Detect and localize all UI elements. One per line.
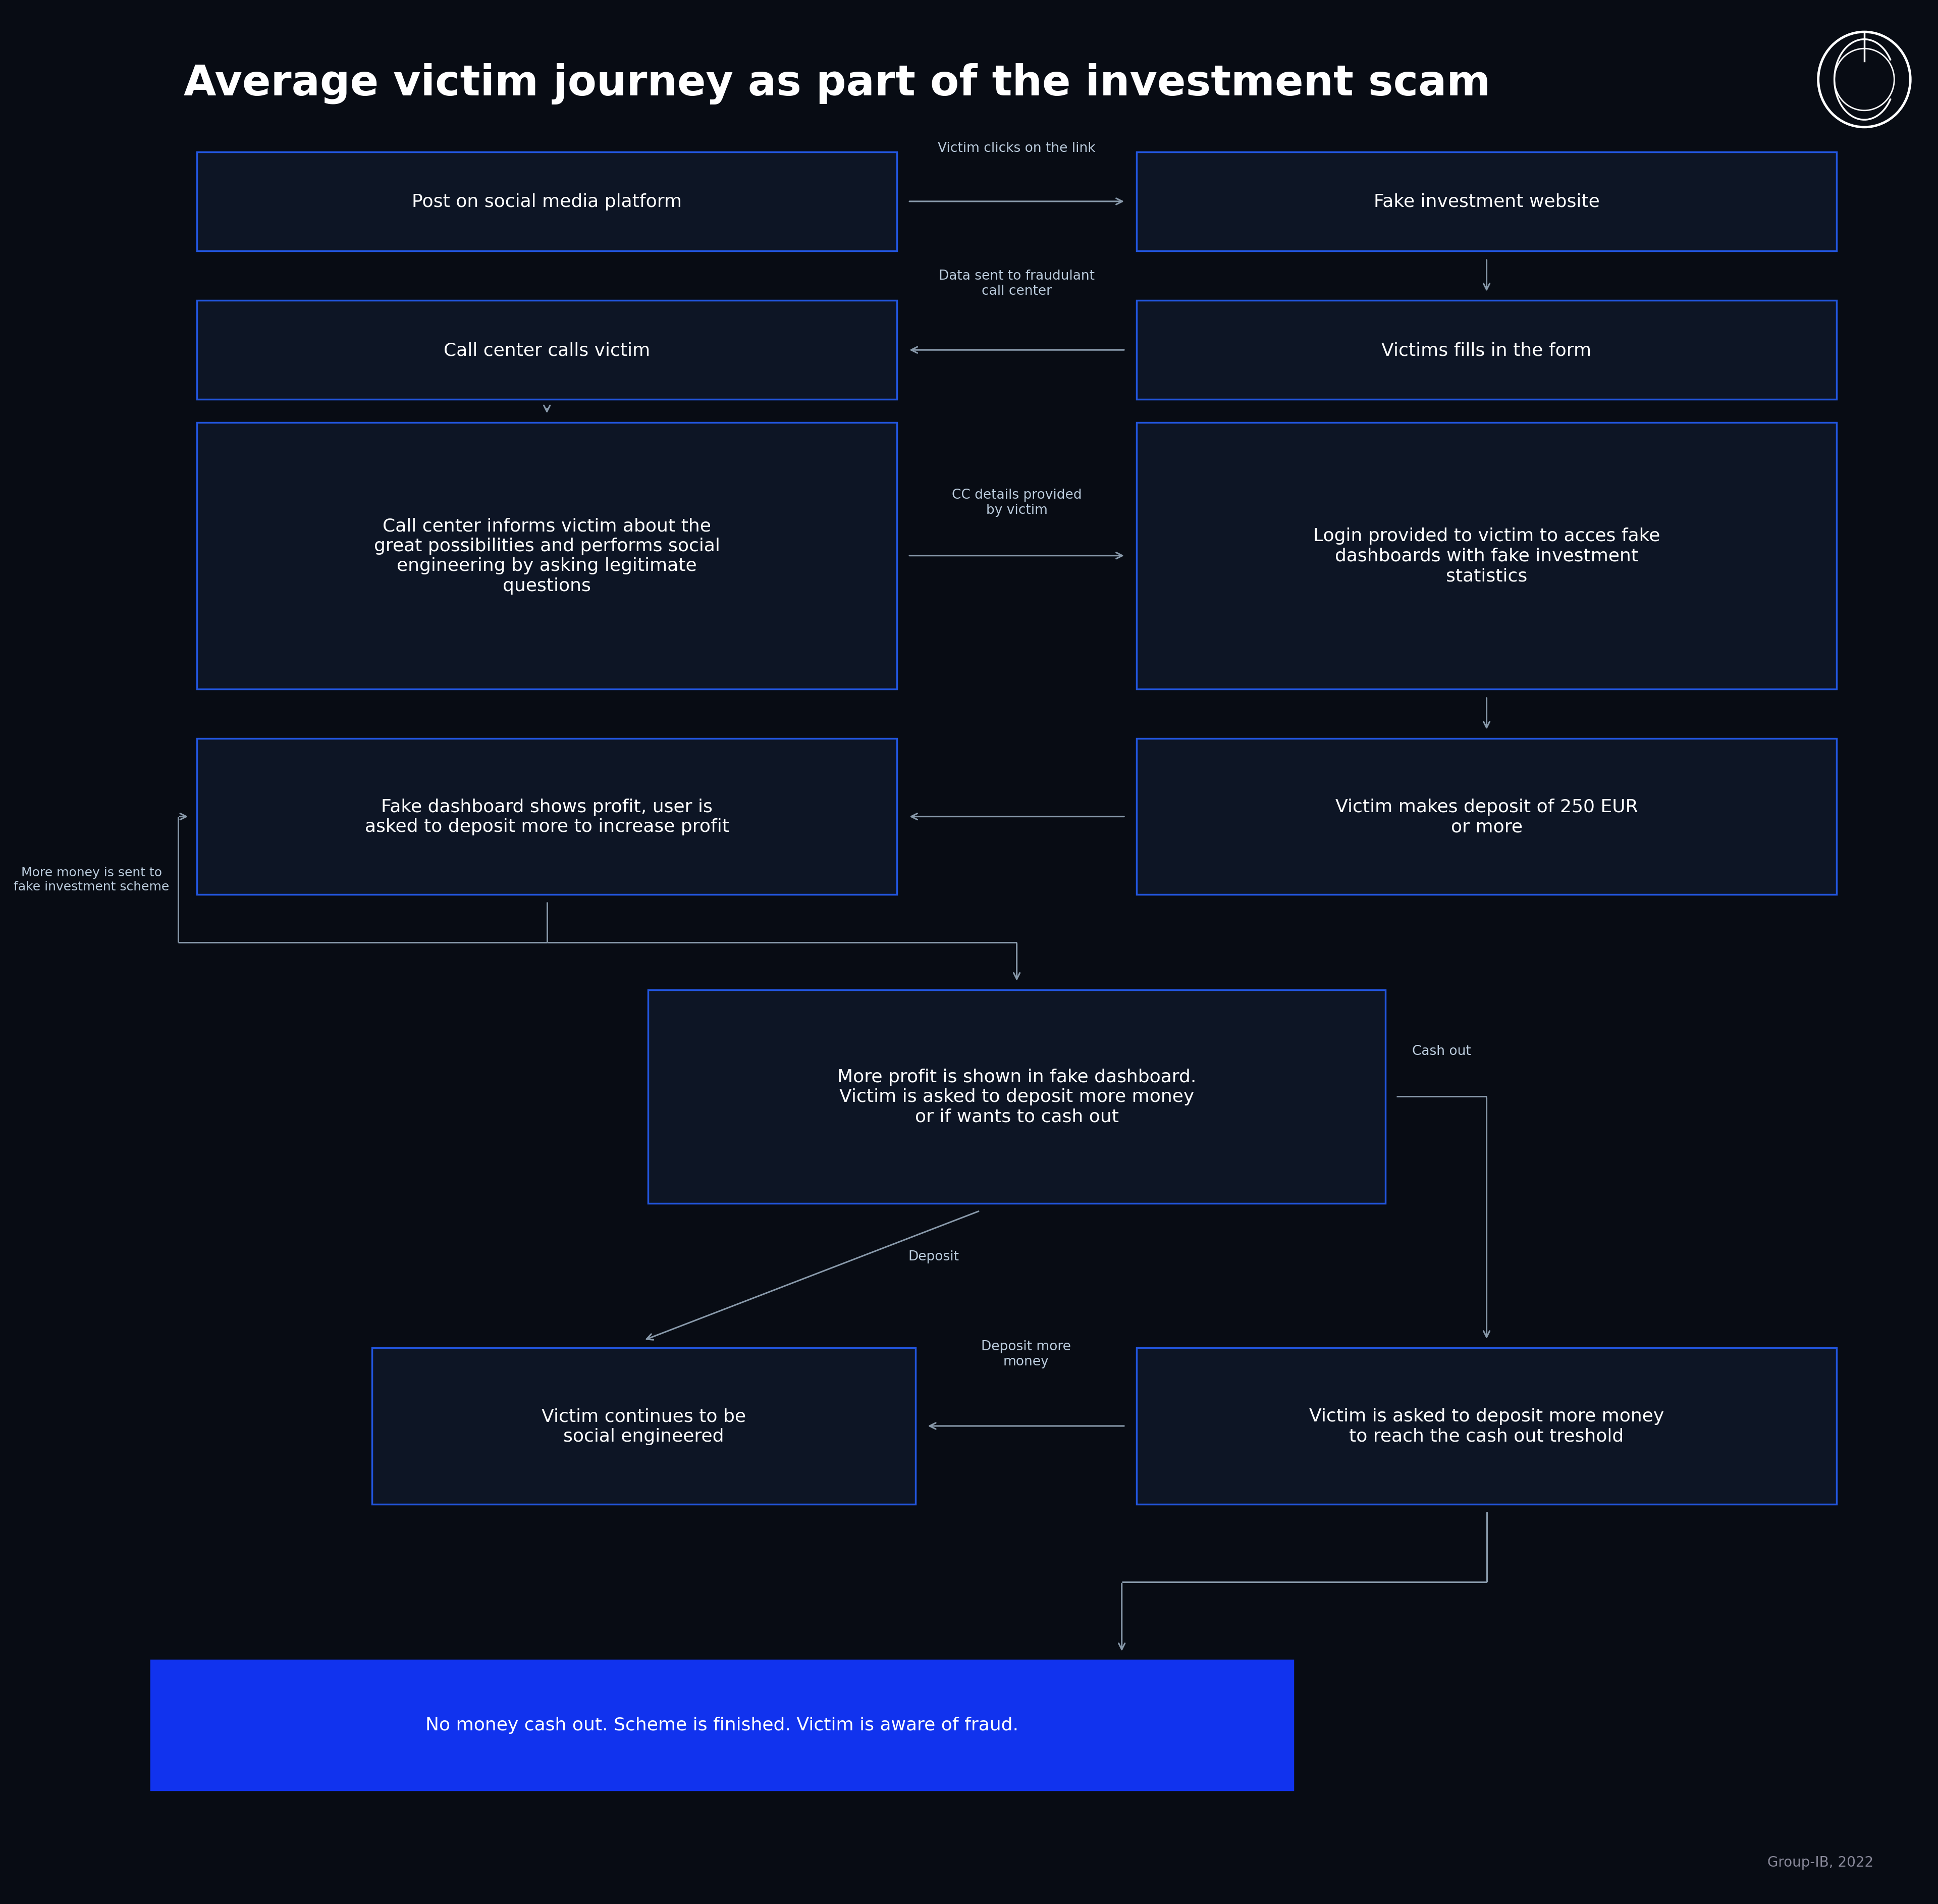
Text: Deposit: Deposit <box>909 1251 959 1262</box>
Bar <box>647 990 1386 1203</box>
Bar <box>1136 739 1837 895</box>
Text: CC details provided
by victim: CC details provided by victim <box>952 489 1081 516</box>
Bar <box>198 739 897 895</box>
Text: Victim is asked to deposit more money
to reach the cash out treshold: Victim is asked to deposit more money to… <box>1310 1407 1665 1445</box>
Text: Victim makes deposit of 250 EUR
or more: Victim makes deposit of 250 EUR or more <box>1335 798 1638 836</box>
Bar <box>198 423 897 689</box>
Text: More money is sent to
fake investment scheme: More money is sent to fake investment sc… <box>14 866 169 893</box>
Text: Data sent to fraudulant
call center: Data sent to fraudulant call center <box>938 270 1095 297</box>
Text: Call center calls victim: Call center calls victim <box>444 341 649 360</box>
Text: Victim continues to be
social engineered: Victim continues to be social engineered <box>541 1407 746 1445</box>
Text: Fake investment website: Fake investment website <box>1374 192 1599 211</box>
Text: Fake dashboard shows profit, user is
asked to deposit more to increase profit: Fake dashboard shows profit, user is ask… <box>364 798 729 836</box>
Text: Group-IB, 2022: Group-IB, 2022 <box>1767 1854 1874 1870</box>
Bar <box>1136 1348 1837 1504</box>
Text: Post on social media platform: Post on social media platform <box>413 192 682 211</box>
Bar <box>372 1348 915 1504</box>
Text: Victim clicks on the link: Victim clicks on the link <box>938 143 1095 154</box>
Bar <box>1136 152 1837 251</box>
Text: Victims fills in the form: Victims fills in the form <box>1382 341 1591 360</box>
Bar <box>1136 423 1837 689</box>
Text: No money cash out. Scheme is finished. Victim is aware of fraud.: No money cash out. Scheme is finished. V… <box>426 1716 1019 1735</box>
Bar <box>198 152 897 251</box>
Text: Deposit more
money: Deposit more money <box>981 1340 1072 1367</box>
Bar <box>1136 301 1837 400</box>
Text: Cash out: Cash out <box>1413 1045 1471 1057</box>
Text: Call center informs victim about the
great possibilities and performs social
eng: Call center informs victim about the gre… <box>374 518 721 594</box>
Text: More profit is shown in fake dashboard.
Victim is asked to deposit more money
or: More profit is shown in fake dashboard. … <box>837 1068 1196 1125</box>
Text: Login provided to victim to acces fake
dashboards with fake investment
statistic: Login provided to victim to acces fake d… <box>1314 527 1661 585</box>
Text: Average victim journey as part of the investment scam: Average victim journey as part of the in… <box>184 63 1490 105</box>
Bar <box>198 301 897 400</box>
Bar <box>151 1660 1293 1790</box>
